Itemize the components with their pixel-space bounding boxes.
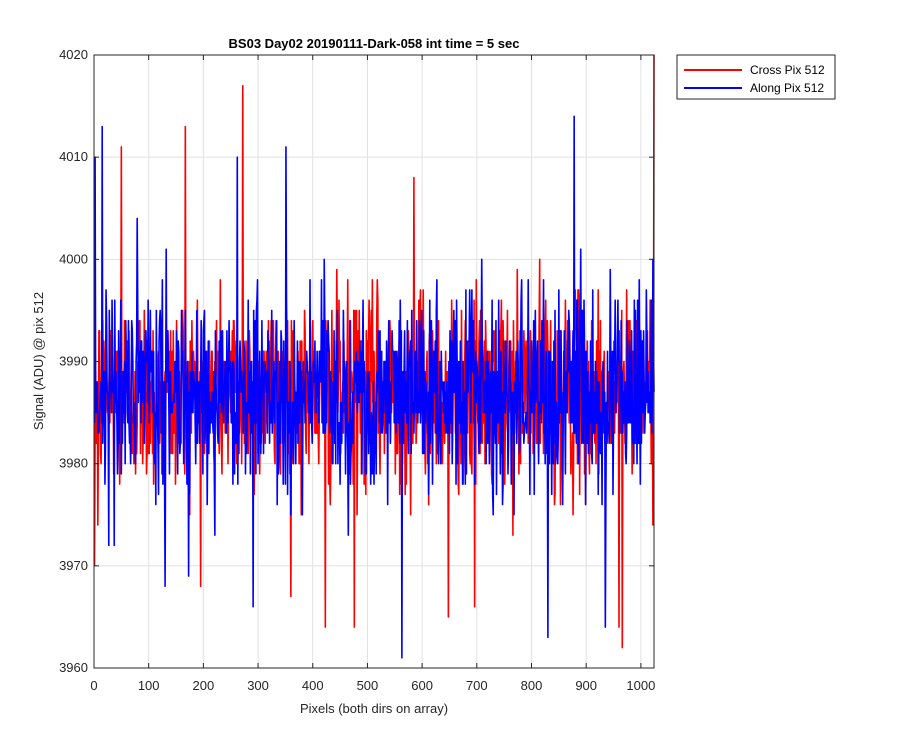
legend: Cross Pix 512 Along Pix 512 (676, 54, 836, 100)
x-axis-ticks: 0 100 200 300 400 500 600 700 800 900 1000 (90, 55, 655, 693)
y-tick-label: 4000 (59, 251, 88, 266)
y-tick-label: 3980 (59, 456, 88, 471)
y-axis-label: Signal (ADU) @ pix 512 (31, 292, 46, 430)
legend-label-along: Along Pix 512 (750, 81, 824, 95)
x-tick-label: 0 (90, 678, 97, 693)
x-tick-label: 200 (193, 678, 215, 693)
x-tick-label: 100 (138, 678, 160, 693)
y-tick-label: 4010 (59, 149, 88, 164)
legend-box (676, 54, 836, 100)
y-tick-label: 4020 (59, 47, 88, 62)
x-axis-label: Pixels (both dirs on array) (300, 701, 448, 716)
x-tick-label: 1000 (626, 678, 655, 693)
x-tick-label: 400 (302, 678, 324, 693)
x-tick-label: 900 (575, 678, 597, 693)
y-tick-label: 3990 (59, 354, 88, 369)
series-line-along-pix-512 (93, 115, 655, 659)
y-axis-ticks: 3960 3970 3980 3990 4000 4010 4020 (59, 47, 654, 675)
y-tick-label: 3970 (59, 558, 88, 573)
legend-label-cross: Cross Pix 512 (750, 63, 825, 77)
x-tick-label: 500 (357, 678, 379, 693)
chart-title: BS03 Day02 20190111-Dark-058 int time = … (229, 36, 520, 51)
x-tick-label: 700 (466, 678, 488, 693)
x-tick-label: 800 (521, 678, 543, 693)
x-tick-label: 300 (247, 678, 269, 693)
y-tick-label: 3960 (59, 660, 88, 675)
x-tick-label: 600 (411, 678, 433, 693)
series-layer (93, 54, 655, 659)
